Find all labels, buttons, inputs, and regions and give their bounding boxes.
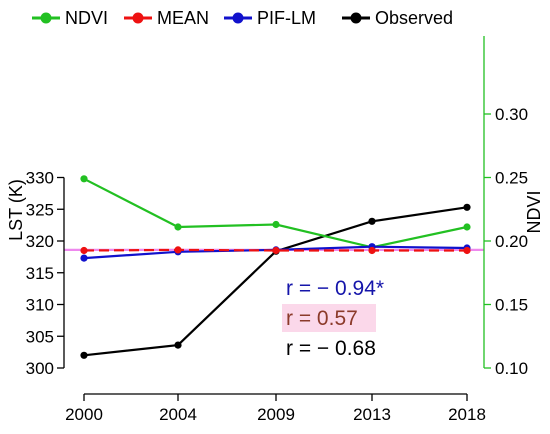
correlation-annotations: r = − 0.94* r = 0.57 r = − 0.68	[282, 277, 384, 360]
series-line-ndvi	[83, 177, 468, 249]
x-tick-label: 2009	[257, 405, 295, 424]
y-tick-label-left: 325	[26, 200, 54, 219]
correlation-annotation: r = 0.57	[286, 307, 358, 330]
y-tick-label-right: 0.20	[495, 232, 528, 251]
legend-label-ndvi: NDVI	[65, 8, 108, 28]
y-tick-label-left: 330	[26, 169, 54, 188]
point-ndvi	[463, 223, 471, 231]
y-tick-label-left: 305	[26, 327, 54, 346]
y-tick-label-right: 0.30	[495, 105, 528, 124]
x-tick-label: 2013	[353, 405, 391, 424]
legend: NDVI MEAN PIF-LM Observed	[32, 8, 453, 28]
legend-marker-ndvi	[40, 12, 52, 24]
x-tick-label: 2004	[159, 405, 197, 424]
y-tick-label-right: 0.10	[495, 359, 528, 378]
y-tick-label-left: 310	[26, 296, 54, 315]
point-mean	[368, 246, 376, 255]
point-mean	[174, 246, 182, 254]
point-pif-lm	[80, 254, 88, 262]
y-axis-title-left: LST (K)	[6, 179, 26, 241]
point-ndvi	[80, 175, 88, 183]
legend-label-mean: MEAN	[157, 8, 209, 28]
y-tick-label-right: 0.25	[495, 169, 528, 188]
point-mean	[80, 246, 88, 255]
correlation-annotation: r = − 0.68	[286, 337, 376, 360]
y-tick-label-left: 315	[26, 264, 54, 283]
legend-marker-mean	[132, 12, 144, 24]
y-axis-title-right: NDVI	[524, 190, 544, 233]
x-tick-label: 2018	[448, 405, 486, 424]
y-tick-label-left: 300	[26, 359, 54, 378]
x-tick-label: 2000	[65, 405, 103, 424]
series-line-mean	[83, 248, 467, 252]
correlation-annotation: r = − 0.94*	[286, 277, 384, 300]
point-observed	[80, 351, 88, 359]
y-tick-label-right: 0.15	[495, 296, 528, 315]
series-line-observed	[83, 206, 468, 357]
point-ndvi	[272, 220, 280, 229]
y-tick-label-left: 320	[26, 232, 54, 251]
legend-marker-pif-lm	[232, 12, 244, 24]
legend-label-pif-lm: PIF-LM	[257, 8, 316, 28]
point-mean	[463, 246, 471, 255]
point-mean	[272, 246, 280, 255]
point-observed	[368, 217, 376, 225]
series-group	[80, 175, 471, 359]
axes-group: 300 305 310 315 320 325 330 0.10 0.15 0.20 0.25 0.3…	[26, 36, 528, 424]
point-observed	[174, 341, 182, 349]
annotation-highlight	[282, 304, 376, 332]
legend-marker-observed	[350, 12, 362, 24]
point-ndvi	[174, 223, 182, 231]
legend-label-observed: Observed	[375, 8, 453, 28]
point-observed	[463, 203, 471, 211]
